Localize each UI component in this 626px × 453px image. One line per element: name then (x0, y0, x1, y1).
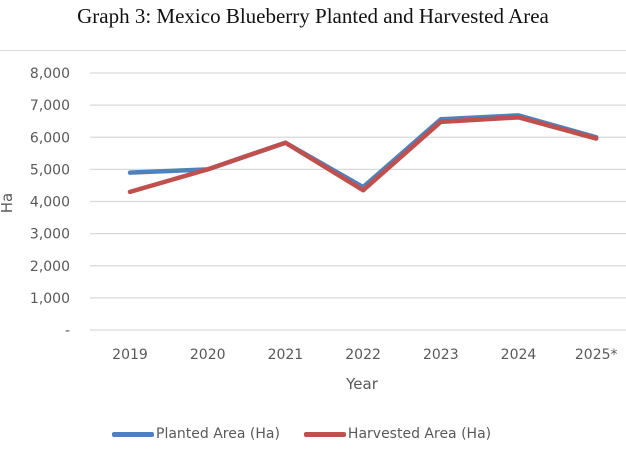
y-axis-label: Ha (0, 193, 16, 213)
x-tick-label: 2020 (190, 347, 226, 363)
series-lines (127, 113, 599, 195)
x-tick-label: 2023 (423, 347, 459, 363)
y-tick-label: 5,000 (30, 162, 70, 178)
y-tick-label: 3,000 (30, 227, 70, 243)
legend-item-harvested: Harvested Area (Ha) (303, 426, 492, 442)
x-tick-label: 2022 (345, 347, 381, 363)
chart-title: Graph 3: Mexico Blueberry Planted and Ha… (77, 4, 549, 28)
y-tick-label: - (65, 323, 70, 339)
x-tick-label: 2025* (575, 347, 618, 363)
legend: Planted Area (Ha) Harvested Area (Ha) (112, 426, 515, 442)
legend-swatch-harvested (303, 431, 346, 437)
y-tick-label: 2,000 (30, 259, 70, 275)
y-tick-label: 6,000 (30, 130, 70, 146)
y-tick-label: 4,000 (30, 195, 70, 211)
y-tick-label: 7,000 (30, 98, 70, 114)
legend-label-planted: Planted Area (Ha) (156, 426, 280, 442)
series-line-planted (127, 113, 599, 190)
x-tick-label: 2021 (268, 347, 304, 363)
legend-item-planted: Planted Area (Ha) (112, 426, 280, 442)
title-divider (0, 50, 626, 51)
legend-label-harvested: Harvested Area (Ha) (347, 426, 492, 442)
y-tick-label: 1,000 (30, 291, 70, 307)
x-tick-label: 2019 (112, 347, 148, 363)
y-axis-ticks: - 1,000 2,000 3,000 4,000 5,000 6,000 7,000 8,00… (30, 66, 70, 339)
x-tick-label: 2024 (501, 347, 537, 363)
legend-swatch-planted (112, 431, 154, 437)
gridlines (90, 72, 626, 331)
series-line-harvested (127, 115, 599, 195)
y-tick-label: 8,000 (30, 66, 70, 82)
x-axis-ticks: 2019 2020 2021 2022 2023 2024 2025* (112, 347, 617, 363)
x-axis-label: Year (345, 375, 379, 393)
